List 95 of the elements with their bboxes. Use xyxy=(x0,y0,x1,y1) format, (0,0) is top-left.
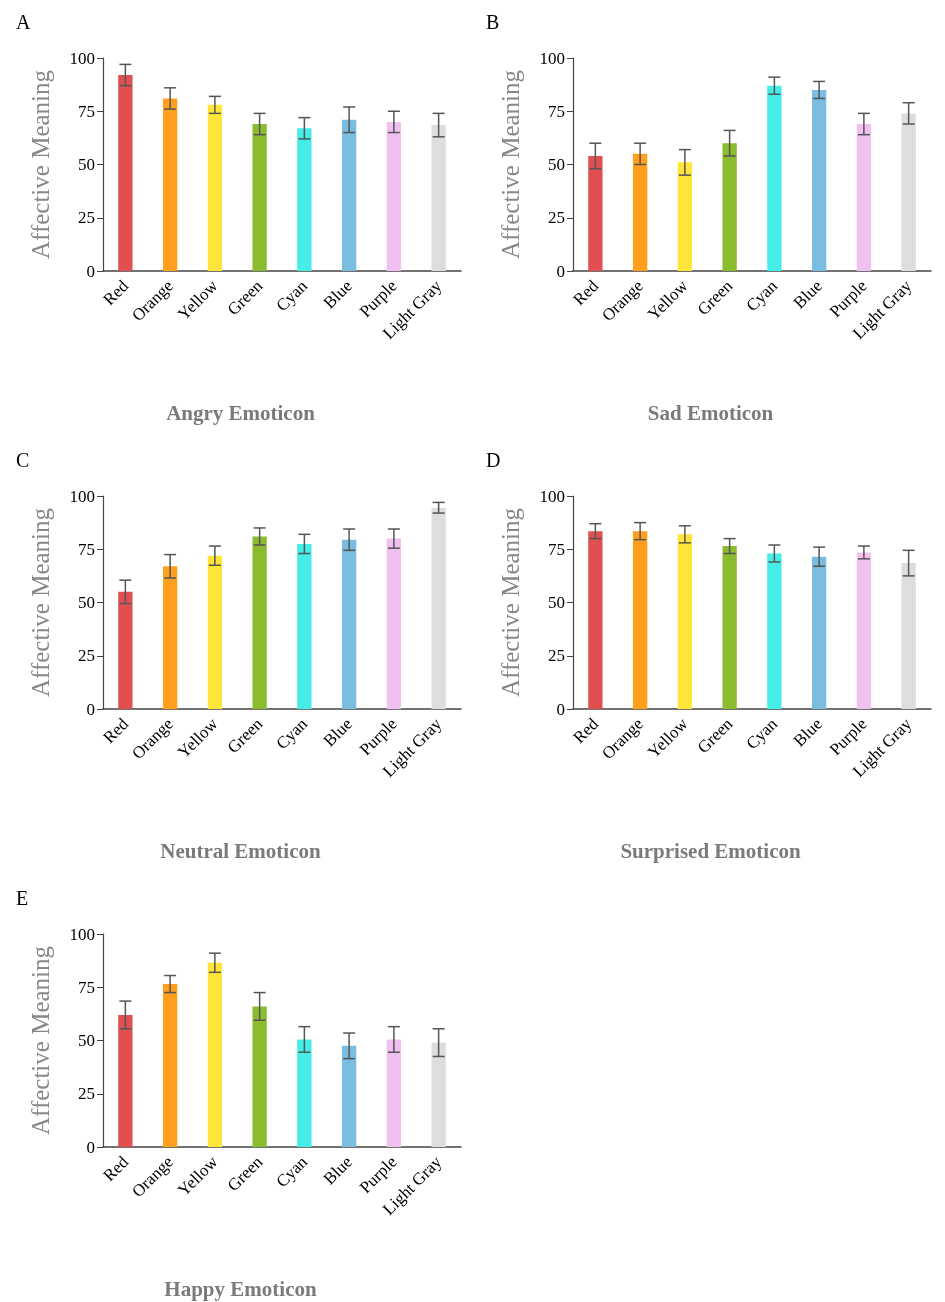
bar xyxy=(252,124,267,271)
y-tick-label: 25 xyxy=(78,208,95,228)
y-axis-title: Affective Meaning xyxy=(497,69,524,260)
text: Angry Emoticon xyxy=(166,400,316,425)
bar xyxy=(811,89,827,271)
text: D xyxy=(486,449,501,471)
bar xyxy=(297,128,312,271)
y-tick-label: 25 xyxy=(548,208,565,228)
y-tick-label: 100 xyxy=(539,48,565,68)
bar xyxy=(431,1042,446,1147)
y-tick-label: 50 xyxy=(78,1031,95,1050)
bar xyxy=(386,1039,402,1147)
x-tick-label: Blue xyxy=(319,1152,356,1189)
x-tick-label: Red xyxy=(569,275,603,310)
bar xyxy=(341,1045,357,1147)
y-tick-label: 0 xyxy=(556,699,565,719)
y-tick-label: 100 xyxy=(539,486,565,506)
y-tick-label: 75 xyxy=(548,101,565,121)
bar xyxy=(722,546,737,709)
bar xyxy=(431,507,446,709)
y-tick-label: 0 xyxy=(86,699,95,719)
x-tick-label: Red xyxy=(569,713,603,748)
x-tick-label: Red xyxy=(99,275,133,310)
text: Surprised Emoticon xyxy=(620,838,801,863)
y-tick-label: 75 xyxy=(548,539,565,559)
bar xyxy=(677,534,693,709)
bar xyxy=(856,124,872,271)
bar xyxy=(767,553,782,709)
text: E xyxy=(16,887,29,909)
y-tick-label: 100 xyxy=(69,924,95,944)
bar xyxy=(588,155,603,271)
bar xyxy=(856,552,872,709)
x-tick-label: Cyan xyxy=(272,1151,312,1192)
x-tick-label: Red xyxy=(99,1151,133,1186)
y-tick-label: 75 xyxy=(78,977,95,997)
text: Neutral Emoticon xyxy=(160,838,322,863)
bar xyxy=(901,113,916,271)
bar xyxy=(431,125,446,271)
bar xyxy=(118,75,133,271)
bar xyxy=(207,962,223,1147)
bar xyxy=(118,591,133,709)
y-tick-label: 0 xyxy=(86,1137,95,1157)
y-tick-label: 50 xyxy=(548,593,565,612)
y-tick-label: 50 xyxy=(78,593,95,612)
bar xyxy=(677,162,693,271)
bar xyxy=(588,531,603,709)
bar xyxy=(632,531,648,709)
bar xyxy=(632,153,648,271)
y-axis-title: Affective Meaning xyxy=(27,945,54,1136)
y-tick-label: 25 xyxy=(548,646,565,666)
bar xyxy=(207,555,223,709)
bar xyxy=(386,538,402,709)
text: C xyxy=(16,449,30,471)
y-tick-label: 100 xyxy=(69,48,95,68)
x-tick-label: Red xyxy=(99,713,133,748)
bar xyxy=(386,121,402,271)
x-tick-label: Cyan xyxy=(742,275,782,316)
x-tick-label: Cyan xyxy=(742,713,782,754)
text: Happy Emoticon xyxy=(164,1276,317,1301)
bar xyxy=(252,536,267,709)
bar xyxy=(118,1014,133,1147)
bar xyxy=(297,543,312,709)
bar xyxy=(297,1039,312,1147)
y-axis-title: Affective Meaning xyxy=(27,69,54,260)
bar xyxy=(207,104,223,271)
bar xyxy=(767,85,782,271)
bar xyxy=(162,566,178,709)
y-tick-label: 75 xyxy=(78,539,95,559)
x-tick-label: Blue xyxy=(319,714,356,751)
x-tick-label: Cyan xyxy=(272,713,312,754)
text: Sad Emoticon xyxy=(647,400,774,425)
y-tick-label: 0 xyxy=(556,261,565,281)
x-tick-label: Blue xyxy=(789,714,826,751)
bar xyxy=(341,119,357,271)
y-tick-label: 50 xyxy=(78,155,95,174)
y-tick-label: 0 xyxy=(86,261,95,281)
y-tick-label: 50 xyxy=(548,155,565,174)
x-tick-label: Cyan xyxy=(272,275,312,316)
bar xyxy=(811,556,827,709)
bar xyxy=(162,98,178,271)
y-tick-label: 25 xyxy=(78,646,95,666)
y-tick-label: 25 xyxy=(78,1084,95,1104)
bar xyxy=(341,539,357,709)
y-tick-label: 100 xyxy=(69,486,95,506)
y-axis-title: Affective Meaning xyxy=(497,507,524,698)
y-axis-title: Affective Meaning xyxy=(27,507,54,698)
text: A xyxy=(16,11,31,33)
text: B xyxy=(486,11,500,33)
bar xyxy=(252,1006,267,1147)
x-tick-label: Blue xyxy=(789,276,826,313)
y-tick-label: 75 xyxy=(78,101,95,121)
bar xyxy=(162,984,178,1147)
bar xyxy=(901,563,916,709)
x-tick-label: Blue xyxy=(319,276,356,313)
bar xyxy=(722,143,737,271)
